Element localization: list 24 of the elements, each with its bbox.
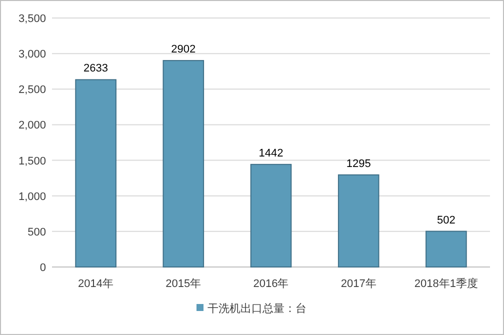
x-tick-label: 2018年1季度 [414,277,478,290]
legend-label: 干洗机出口总量：台 [208,302,306,315]
y-tick-label: 3,500 [18,13,46,25]
bar [162,60,204,268]
y-tick-label: 0 [40,262,46,274]
y-tick-label: 3,000 [18,48,46,61]
bar [250,164,292,268]
data-label: 1442 [258,147,284,160]
bar [426,230,467,268]
data-label: 1295 [346,158,371,170]
data-label: 2902 [171,44,196,56]
y-tick-label: 2,000 [18,120,46,132]
bar [338,174,380,268]
x-tick-label: 2014年 [78,278,114,290]
y-tick-label: 500 [28,226,46,238]
x-tick-label: 2016年 [253,278,289,290]
y-tick-label: 1,500 [18,155,46,168]
x-tick-label: 2017年 [340,278,376,290]
y-tick-label: 1,000 [18,190,46,203]
data-label: 2633 [84,62,108,75]
x-tick-label: 2015年 [166,278,202,290]
y-tick-label: 2,500 [18,84,46,96]
data-label: 502 [437,214,456,226]
bar [75,79,116,268]
